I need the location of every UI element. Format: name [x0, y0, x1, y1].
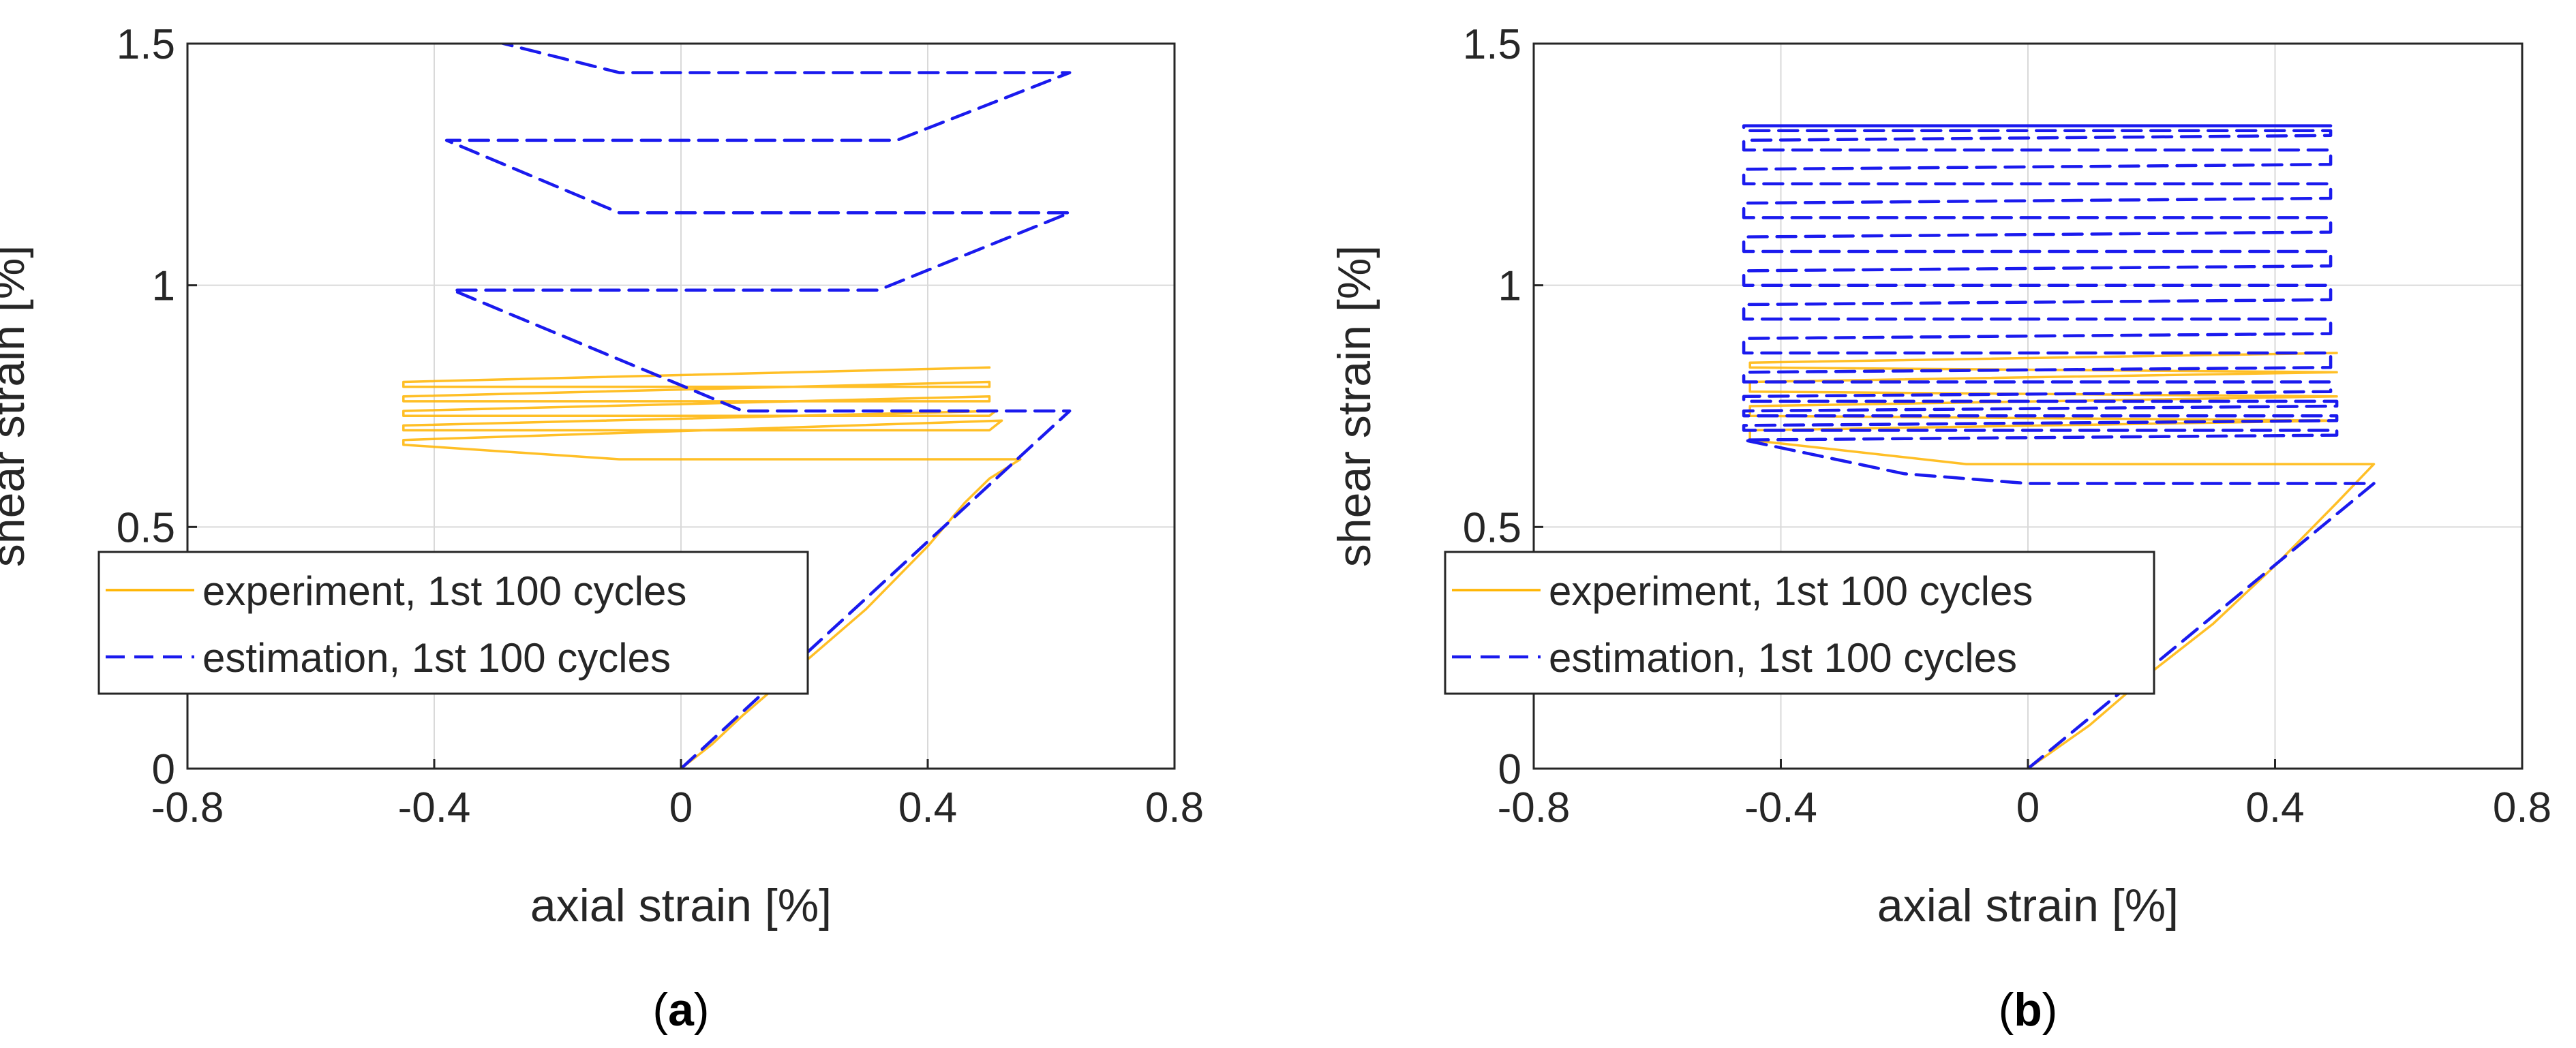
y-tick-label: 0.5: [1463, 504, 1521, 551]
x-tick-label: -0.8: [1498, 784, 1571, 831]
legend-label: estimation, 1st 100 cycles: [202, 635, 671, 681]
x-tick-label: -0.4: [1744, 784, 1817, 831]
legend-label: experiment, 1st 100 cycles: [1549, 568, 2033, 614]
x-tick-label: 0.4: [898, 784, 957, 831]
panel-caption: (a): [652, 984, 709, 1036]
series-line-estimation: [1742, 124, 2376, 769]
panel-a: -0.8 -0.4 0 0.4 0.8 0 0.5 1 1.5 axial strain [%] s…: [0, 21, 1204, 1036]
legend-label: estimation, 1st 100 cycles: [1549, 635, 2017, 681]
y-tick-label: 1.5: [1463, 21, 1521, 68]
panel-caption-close: ): [694, 984, 710, 1036]
y-axis-label: shear strain [%]: [1329, 245, 1380, 567]
series-line-experiment: [402, 366, 1022, 769]
legend: experiment, 1st 100 cycles estimation, 1s…: [1444, 551, 2155, 695]
x-axis-label: axial strain [%]: [1877, 880, 2179, 931]
y-tick-label: 1: [1498, 263, 1521, 310]
x-tick-label: 0.8: [1145, 784, 1204, 831]
x-tick-label: 0: [669, 784, 693, 831]
x-tick-label: 0: [2016, 784, 2040, 831]
y-tick-label: 0: [152, 746, 175, 793]
x-tick-label: -0.8: [151, 784, 224, 831]
panel-caption-open: (: [652, 984, 668, 1036]
y-tick-label: 0.5: [117, 504, 175, 551]
panel-caption: (b): [1999, 984, 2058, 1036]
y-tick-label: 0: [1498, 746, 1521, 793]
x-tick-label: 0.4: [2245, 784, 2304, 831]
y-tick-label: 1: [152, 263, 175, 310]
series-group: [402, 44, 1072, 769]
x-tick-label: 0.8: [2493, 784, 2551, 831]
series-line-estimation: [444, 44, 1072, 769]
legend-box: [1444, 551, 2155, 695]
legend: experiment, 1st 100 cycles estimation, 1s…: [97, 551, 809, 695]
panel-b: -0.8 -0.4 0 0.4 0.8 0 0.5 1 1.5 axial strain [%] s…: [1329, 21, 2551, 1036]
legend-label: experiment, 1st 100 cycles: [202, 568, 686, 614]
y-axis-label: shear strain [%]: [0, 245, 34, 567]
panel-caption-close: ): [2042, 984, 2058, 1036]
panel-caption-letter: b: [2014, 984, 2042, 1036]
x-axis-label: axial strain [%]: [530, 880, 832, 931]
panel-caption-letter: a: [668, 984, 695, 1036]
panel-caption-open: (: [1999, 984, 2014, 1036]
legend-box: [97, 551, 809, 695]
x-tick-label: -0.4: [398, 784, 471, 831]
series-group: [1742, 124, 2376, 769]
y-tick-label: 1.5: [117, 21, 175, 68]
